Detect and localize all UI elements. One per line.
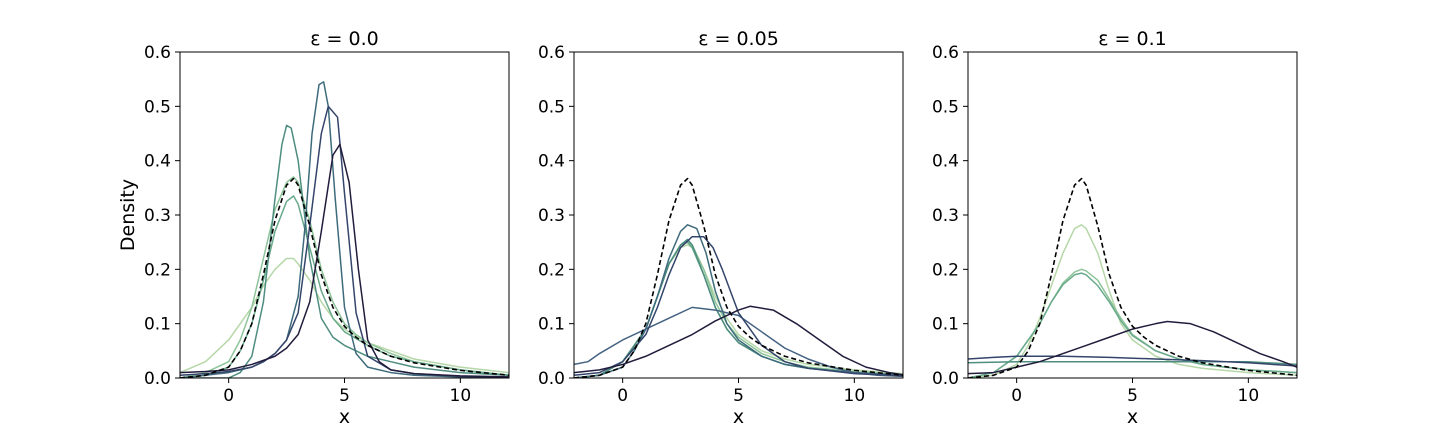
series-line-6 <box>574 306 903 378</box>
y-tick-label: 0.1 <box>144 315 171 335</box>
x-tick-label: 0 <box>1011 386 1022 406</box>
y-tick-label: 0.2 <box>538 260 565 280</box>
y-tick-label: 0.0 <box>144 369 171 389</box>
reference-density-line <box>180 177 509 378</box>
series-group <box>968 177 1297 378</box>
series-line-2 <box>180 176 509 378</box>
series-line-4 <box>574 238 903 378</box>
y-tick-label: 0.5 <box>144 97 171 117</box>
x-tick-label: 5 <box>339 386 350 406</box>
series-line-7 <box>574 235 903 377</box>
y-tick-label: 0.3 <box>538 206 565 226</box>
series-group <box>574 177 903 378</box>
y-tick-label: 0.2 <box>932 260 959 280</box>
series-line-6 <box>180 105 509 378</box>
panel-3: 0.0 0.1 0.2 0.3 0.4 0.5 0.6 0 5 10 x ε = 0.1 <box>932 28 1298 428</box>
series-line-7 <box>180 143 509 378</box>
y-axis-label: Density <box>117 179 139 251</box>
reference-density-line <box>968 177 1297 378</box>
y-tick-label: 0.0 <box>538 369 565 389</box>
x-tick-label: 0 <box>617 386 628 406</box>
series-line-5 <box>968 355 1297 367</box>
y-tick-label: 0.6 <box>932 43 959 63</box>
series-group <box>180 81 509 378</box>
y-tick-label: 0.3 <box>932 206 959 226</box>
series-line-5 <box>574 224 903 378</box>
y-tick-label: 0.2 <box>144 260 171 280</box>
y-tick-label: 0.4 <box>538 152 565 172</box>
y-tick-label: 0.1 <box>932 315 959 335</box>
x-tick-label: 5 <box>1127 386 1138 406</box>
x-axis-label: x <box>1127 406 1138 428</box>
y-tick-label: 0.1 <box>538 315 565 335</box>
y-tick-label: 0.4 <box>932 152 959 172</box>
x-tick-label: 0 <box>223 386 234 406</box>
x-tick-label: 10 <box>1238 386 1260 406</box>
y-tick-label: 0.6 <box>144 43 171 63</box>
series-line-5 <box>180 81 509 378</box>
panel-title: ε = 0.0 <box>310 28 379 50</box>
y-tick-label: 0.0 <box>932 369 959 389</box>
series-line-1 <box>968 224 1297 378</box>
x-axis-label: x <box>339 406 350 428</box>
x-tick-label: 5 <box>733 386 744 406</box>
panel-title: ε = 0.1 <box>1098 28 1167 50</box>
y-tick-label: 0.5 <box>932 97 959 117</box>
series-line-3 <box>180 195 509 378</box>
panel-2: 0.0 0.1 0.2 0.3 0.4 0.5 0.6 0 5 10 x ε = 0.05 <box>538 28 904 428</box>
series-line-8 <box>574 305 903 376</box>
y-tick-label: 0.6 <box>538 43 565 63</box>
y-tick-label: 0.3 <box>144 206 171 226</box>
series-line-6 <box>968 320 1297 375</box>
panel-title: ε = 0.05 <box>698 28 779 50</box>
series-line-1 <box>180 257 509 374</box>
plot-frame <box>573 51 904 379</box>
reference-density-line <box>574 177 903 378</box>
y-tick-label: 0.4 <box>144 152 171 172</box>
panels: 0.0 0.1 0.2 0.3 0.4 0.5 0.6 0 5 10 x Density ε = 0.0… <box>117 28 1298 428</box>
x-tick-label: 10 <box>844 386 866 406</box>
x-tick-label: 10 <box>450 386 472 406</box>
y-tick-label: 0.5 <box>538 97 565 117</box>
x-axis-label: x <box>733 406 744 428</box>
panel-1: 0.0 0.1 0.2 0.3 0.4 0.5 0.6 0 5 10 x Density ε = 0.0 <box>117 28 510 428</box>
